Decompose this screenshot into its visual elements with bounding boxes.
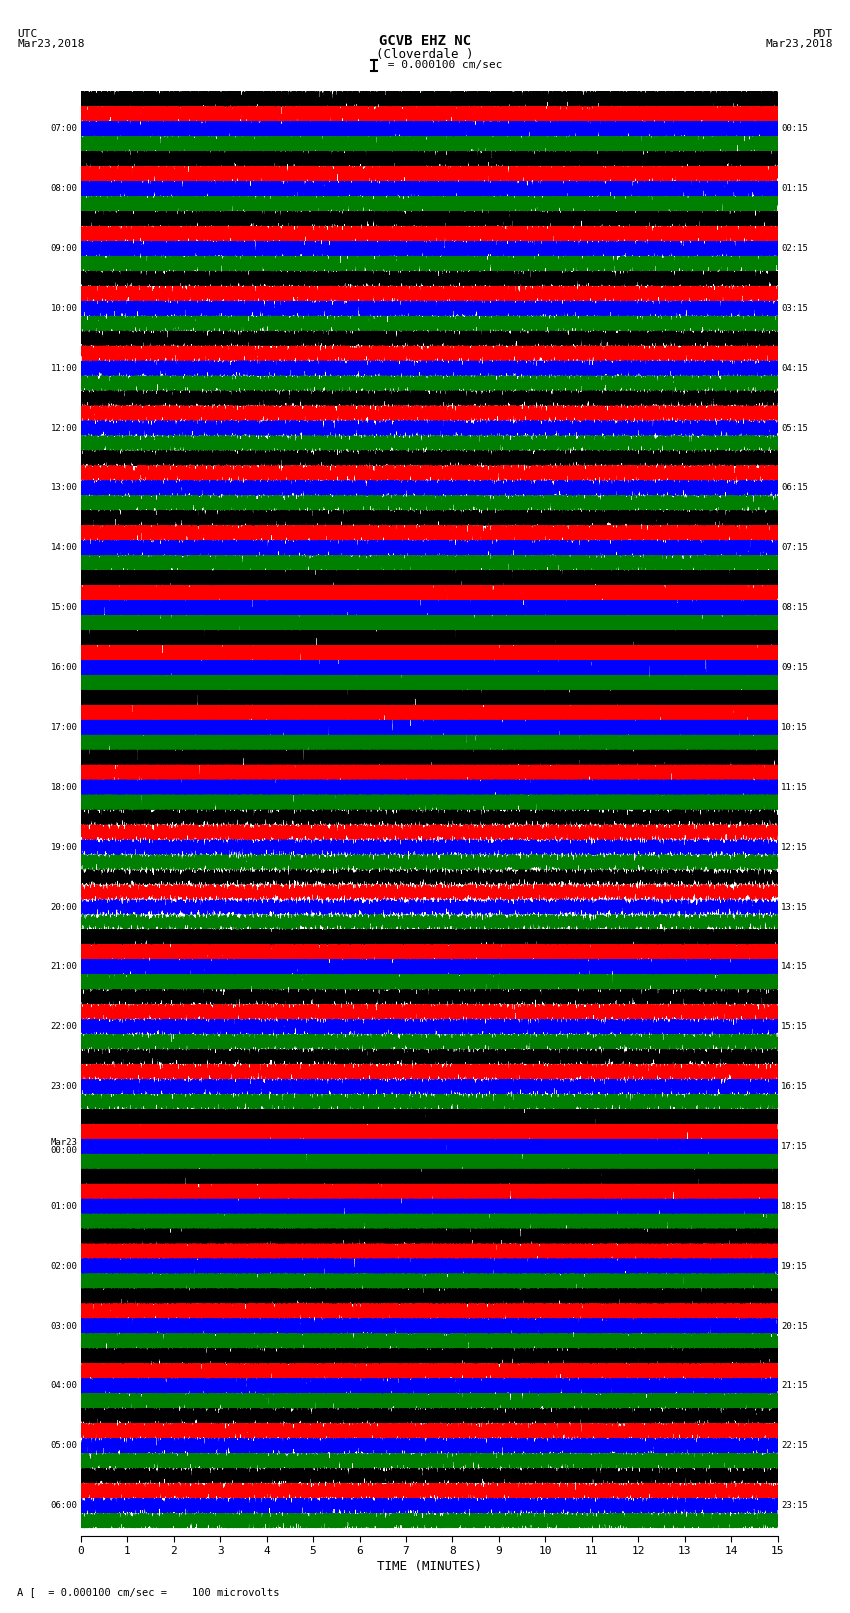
Text: 07:00: 07:00 — [50, 124, 77, 134]
Text: 10:15: 10:15 — [781, 723, 808, 732]
Text: 02:15: 02:15 — [781, 244, 808, 253]
Text: 01:00: 01:00 — [50, 1202, 77, 1211]
Text: (Cloverdale ): (Cloverdale ) — [377, 48, 473, 61]
Text: UTC: UTC — [17, 29, 37, 39]
X-axis label: TIME (MINUTES): TIME (MINUTES) — [377, 1560, 482, 1573]
Text: = 0.000100 cm/sec: = 0.000100 cm/sec — [381, 60, 502, 71]
Text: 05:15: 05:15 — [781, 424, 808, 432]
Text: 08:15: 08:15 — [781, 603, 808, 613]
Text: 15:00: 15:00 — [50, 603, 77, 613]
Text: 06:00: 06:00 — [50, 1502, 77, 1510]
Text: 04:00: 04:00 — [50, 1381, 77, 1390]
Text: A [  = 0.000100 cm/sec =    100 microvolts: A [ = 0.000100 cm/sec = 100 microvolts — [17, 1587, 280, 1597]
Text: 09:15: 09:15 — [781, 663, 808, 673]
Text: 23:15: 23:15 — [781, 1502, 808, 1510]
Text: 10:00: 10:00 — [50, 303, 77, 313]
Text: 13:15: 13:15 — [781, 903, 808, 911]
Text: 17:15: 17:15 — [781, 1142, 808, 1152]
Text: 12:00: 12:00 — [50, 424, 77, 432]
Text: 09:00: 09:00 — [50, 244, 77, 253]
Text: 16:00: 16:00 — [50, 663, 77, 673]
Text: 16:15: 16:15 — [781, 1082, 808, 1090]
Text: 11:00: 11:00 — [50, 363, 77, 373]
Text: 08:00: 08:00 — [50, 184, 77, 194]
Text: 02:00: 02:00 — [50, 1261, 77, 1271]
Text: 03:15: 03:15 — [781, 303, 808, 313]
Text: 07:15: 07:15 — [781, 544, 808, 552]
Text: 14:00: 14:00 — [50, 544, 77, 552]
Text: 05:00: 05:00 — [50, 1442, 77, 1450]
Text: 01:15: 01:15 — [781, 184, 808, 194]
Text: 20:00: 20:00 — [50, 903, 77, 911]
Text: 03:00: 03:00 — [50, 1321, 77, 1331]
Text: 04:15: 04:15 — [781, 363, 808, 373]
Text: 13:00: 13:00 — [50, 484, 77, 492]
Text: 21:15: 21:15 — [781, 1381, 808, 1390]
Text: 12:15: 12:15 — [781, 842, 808, 852]
Text: 19:00: 19:00 — [50, 842, 77, 852]
Text: 22:15: 22:15 — [781, 1442, 808, 1450]
Text: Mar23,2018: Mar23,2018 — [17, 39, 84, 48]
Text: 20:15: 20:15 — [781, 1321, 808, 1331]
Text: GCVB EHZ NC: GCVB EHZ NC — [379, 34, 471, 48]
Text: 21:00: 21:00 — [50, 963, 77, 971]
Text: 18:15: 18:15 — [781, 1202, 808, 1211]
Text: 00:15: 00:15 — [781, 124, 808, 134]
Text: 14:15: 14:15 — [781, 963, 808, 971]
Text: PDT: PDT — [813, 29, 833, 39]
Text: 00:00: 00:00 — [50, 1147, 77, 1155]
Text: Mar23,2018: Mar23,2018 — [766, 39, 833, 48]
Text: 17:00: 17:00 — [50, 723, 77, 732]
Text: 22:00: 22:00 — [50, 1023, 77, 1031]
Text: 11:15: 11:15 — [781, 782, 808, 792]
Text: 23:00: 23:00 — [50, 1082, 77, 1090]
Text: 19:15: 19:15 — [781, 1261, 808, 1271]
Text: 06:15: 06:15 — [781, 484, 808, 492]
Text: Mar23: Mar23 — [50, 1137, 77, 1147]
Text: 18:00: 18:00 — [50, 782, 77, 792]
Text: 15:15: 15:15 — [781, 1023, 808, 1031]
